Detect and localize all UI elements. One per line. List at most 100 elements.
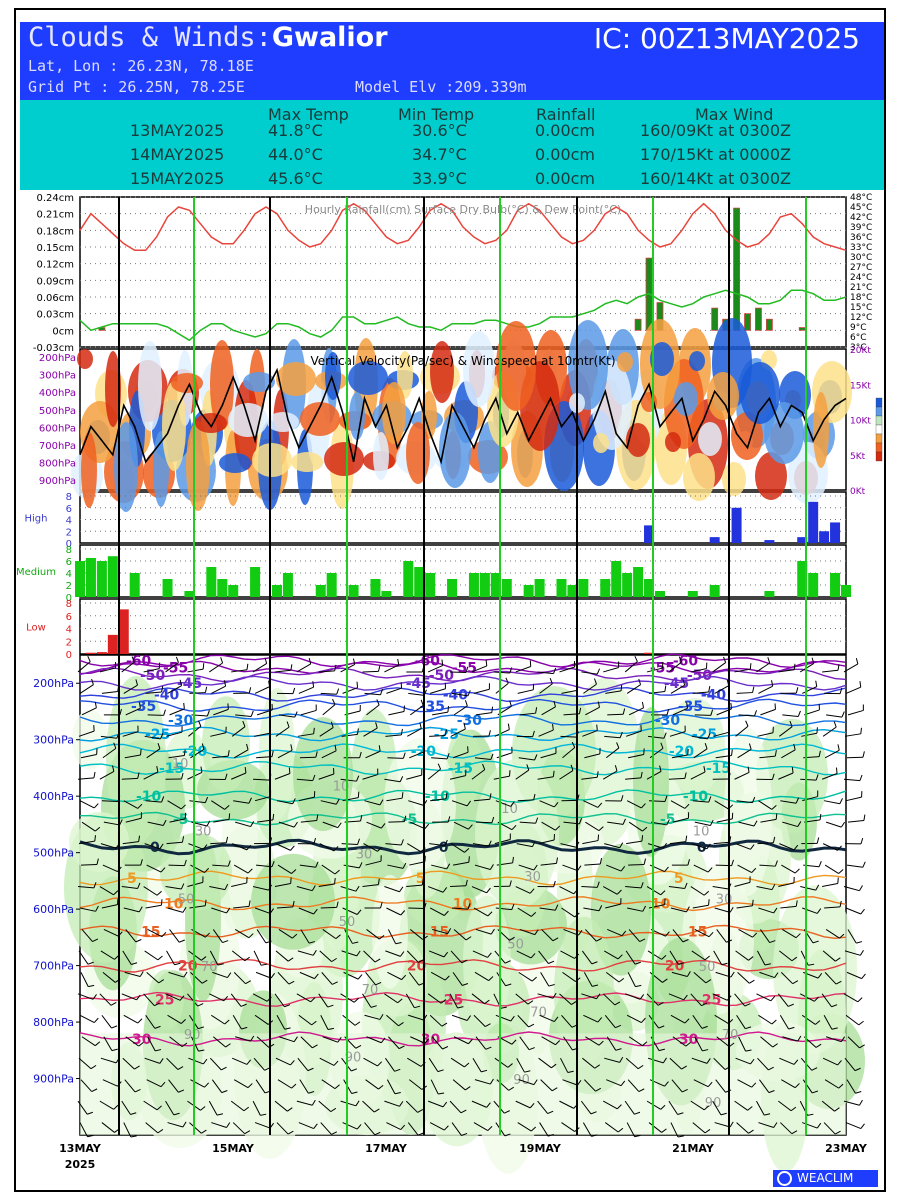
wind-barb-flag: [335, 798, 340, 805]
wind-barb: [123, 1014, 139, 1024]
wind-barb-flag: [745, 720, 749, 727]
wind-barb-flag: [181, 836, 185, 843]
velocity-cell: [406, 422, 430, 484]
velocity-cell: [252, 443, 292, 477]
wind-barb-flag: [754, 710, 758, 717]
wind-barb-flag: [394, 1068, 401, 1072]
wind-barb-flag: [751, 1082, 757, 1088]
title-prefix: Clouds & Winds:: [28, 22, 272, 53]
wind-barb-flag: [547, 1110, 554, 1115]
wind-barb: [670, 684, 685, 694]
wind-barb-flag: [640, 882, 644, 889]
wind-barb: [843, 1100, 860, 1106]
wind-barb-flag: [662, 842, 667, 849]
wind-barb: [692, 904, 709, 909]
wind-barb: [560, 735, 577, 738]
wind-barb: [167, 907, 184, 913]
wind-barb: [845, 796, 862, 802]
wind-barb: [365, 1079, 379, 1090]
wind-barb-flag: [747, 766, 750, 773]
temp-tick: 6°C: [850, 333, 867, 343]
wind-barb: [713, 731, 730, 737]
wind-barb-flag: [333, 846, 339, 852]
wind-barb-flag: [664, 866, 669, 872]
isotherm-label: 15: [430, 925, 449, 941]
cloud-layer-label: High: [25, 514, 48, 525]
wind-barb: [582, 1057, 596, 1069]
velocity-cell: [463, 331, 495, 407]
wind-barb-flag: [595, 1087, 601, 1092]
wind-barb-flag: [634, 655, 638, 662]
wind-barb: [407, 1122, 419, 1136]
wind-barb-flag: [596, 881, 600, 888]
temp-tick: 42°C: [850, 213, 872, 223]
wind-barb: [758, 685, 773, 694]
wind-barb: [235, 1036, 251, 1042]
wind-barb-flag: [838, 1083, 844, 1089]
wind-barb: [647, 950, 662, 960]
wind-barb-flag: [374, 1131, 381, 1136]
wind-barb-flag: [596, 724, 598, 731]
wind-barb-flag: [93, 771, 96, 778]
wind-barb: [472, 1057, 482, 1073]
wind-barb-flag: [442, 887, 448, 893]
wind-barb-flag: [548, 983, 555, 987]
wind-barb-flag: [113, 742, 117, 749]
wind-barb: [519, 712, 536, 716]
wind-barb: [78, 840, 95, 845]
wind-barb-flag: [856, 941, 863, 944]
temp-tick: 21°C: [850, 283, 872, 293]
wind-barb-flag: [488, 730, 491, 737]
wind-barb: [537, 776, 554, 780]
wind-barb-flag: [87, 655, 91, 662]
wind-barb: [758, 907, 774, 914]
wind-barb-flag: [201, 956, 207, 961]
wind-barb-flag: [180, 804, 186, 810]
wind-barb: [432, 928, 448, 935]
wind-barb: [362, 1100, 375, 1113]
velocity-cell: [243, 372, 275, 392]
wind-barb: [493, 671, 510, 674]
wind-barb-flag: [399, 1101, 404, 1107]
wind-barb-flag: [793, 1059, 799, 1065]
wind-barb-flag: [200, 1106, 206, 1111]
wind-barb: [147, 821, 164, 826]
wind-barb: [758, 800, 773, 810]
velocity-cell: [219, 453, 251, 473]
wind-barb-flag: [657, 1002, 664, 1006]
wind-barb-flag: [728, 1042, 735, 1047]
wind-barb-flag: [598, 1040, 604, 1046]
wind-barb-flag: [161, 796, 165, 803]
wind-barb: [232, 1122, 246, 1135]
wind-barb: [363, 843, 378, 852]
isotherm-20: [79, 958, 847, 973]
wind-barb-flag: [337, 1037, 342, 1043]
wind-barb-flag: [534, 929, 539, 935]
wind-barb: [471, 665, 487, 673]
isotherm--30: [79, 713, 847, 727]
cloud-bar: [622, 573, 633, 597]
wind-barb: [694, 821, 711, 826]
wind-barb-flag: [113, 890, 119, 896]
wind-barb-flag: [354, 1021, 361, 1026]
wind-barb-flag: [292, 687, 296, 694]
cloud-bar: [75, 561, 85, 597]
wind-barb: [669, 950, 679, 965]
wind-barb: [802, 1122, 818, 1129]
wind-barb-flag: [157, 742, 161, 749]
wind-barb-flag: [90, 1064, 97, 1070]
wind-barb: [296, 663, 311, 673]
wind-barb: [515, 1100, 531, 1109]
wind-barb-flag: [204, 899, 207, 906]
wind-barb-flag: [641, 803, 646, 809]
wind-barb: [846, 1079, 856, 1094]
wind-barb: [409, 751, 425, 759]
wind-barb: [297, 733, 314, 737]
wind-barb: [188, 1057, 204, 1065]
wind-barb: [299, 756, 316, 759]
vv-pressure-tick: 500hPa: [39, 406, 76, 417]
wind-barb-flag: [797, 1035, 802, 1042]
wind-barb-flag: [678, 962, 685, 965]
wind-barb-flag: [446, 753, 450, 760]
wind-barb-flag: [331, 957, 337, 963]
